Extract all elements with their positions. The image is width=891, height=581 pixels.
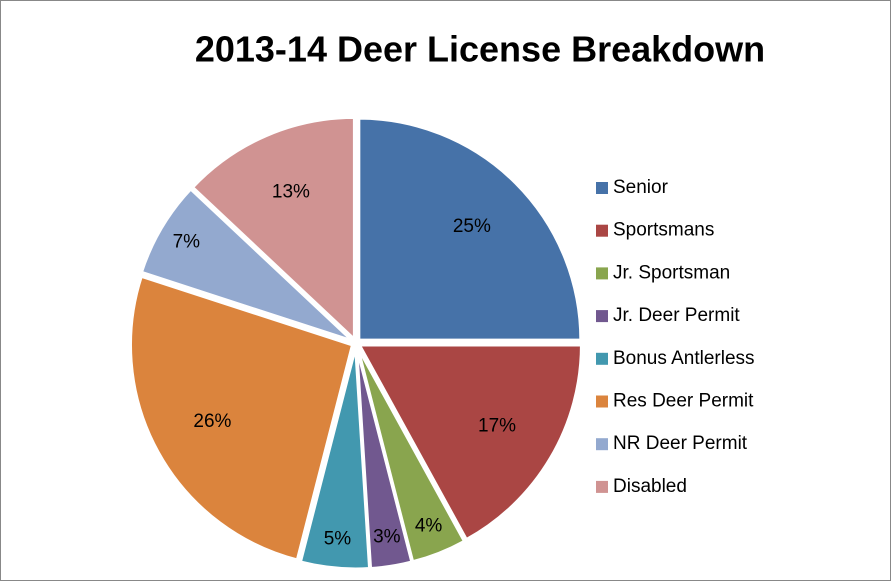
legend-swatch [596,395,608,408]
pie-slice [357,116,583,342]
legend-label: Senior [613,177,669,198]
data-label: 7% [173,232,201,253]
data-label: 3% [373,527,401,548]
chart-title: 2013-14 Deer License Breakdown [195,29,765,70]
data-label: 13% [272,182,310,203]
data-label: 4% [415,515,443,536]
data-label: 26% [193,411,231,432]
pie-slice [190,115,356,343]
legend-label: Bonus Antlerless [613,348,755,369]
legend-label: Disabled [613,476,687,497]
legend-swatch [596,224,608,237]
data-label: 17% [478,415,516,436]
legend-label: Jr. Sportsman [613,262,730,283]
legend-swatch [596,310,608,323]
legend-swatch [596,352,608,365]
legend-label: Sportsmans [613,220,714,241]
legend-swatch [596,480,608,493]
data-label: 5% [324,528,352,549]
legend-swatch [596,438,608,451]
legend-label: Res Deer Permit [613,391,754,412]
pie-slice [298,346,372,571]
legend-label: Jr. Deer Permit [613,305,740,326]
data-label: 25% [453,216,491,237]
pie-slice [129,274,355,562]
pie-slice [139,186,354,343]
legend-swatch [596,182,608,194]
legend-label: NR Deer Permit [613,433,748,454]
pie-slice [356,343,583,542]
legend-swatch [596,267,608,280]
